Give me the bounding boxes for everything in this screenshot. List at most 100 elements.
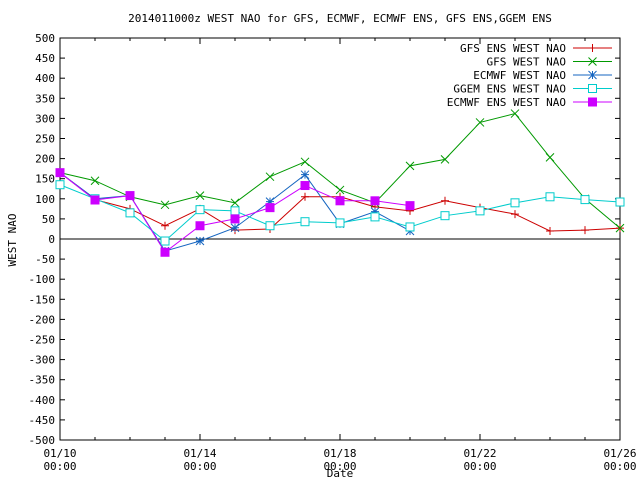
data-point bbox=[511, 210, 519, 219]
x-tick-label-date: 01/26 bbox=[603, 447, 636, 460]
y-tick-label: -450 bbox=[29, 414, 56, 427]
legend-item: GFS ENS WEST NAO bbox=[460, 42, 612, 55]
data-point bbox=[300, 157, 310, 167]
data-point bbox=[160, 236, 170, 246]
series-5 bbox=[55, 168, 415, 257]
data-point bbox=[475, 118, 485, 127]
y-tick-label: -400 bbox=[29, 394, 56, 407]
x-axis-ticks: 01/1000:0001/1400:0001/1800:0001/2200:00… bbox=[43, 38, 637, 473]
x-tick-label-time: 00:00 bbox=[603, 460, 636, 473]
legend-item: GGEM ENS WEST NAO bbox=[453, 83, 612, 96]
y-axis-label: WEST NAO bbox=[6, 214, 19, 267]
y-tick-label: 50 bbox=[42, 213, 55, 226]
data-point bbox=[230, 223, 240, 233]
y-tick-label: -200 bbox=[29, 313, 56, 326]
data-point bbox=[581, 226, 589, 235]
data-point bbox=[370, 196, 380, 206]
x-tick-label-date: 01/18 bbox=[323, 447, 356, 460]
data-point bbox=[90, 176, 100, 186]
data-point bbox=[370, 212, 380, 222]
data-point bbox=[230, 198, 240, 208]
legend-label: ECMWF ENS WEST NAO bbox=[447, 96, 566, 109]
chart-title: 2014011000z WEST NAO for GFS, ECMWF, ECM… bbox=[128, 12, 552, 25]
legend-item: ECMWF WEST NAO bbox=[473, 69, 612, 82]
data-point bbox=[230, 214, 240, 224]
legend-label: GGEM ENS WEST NAO bbox=[453, 83, 566, 96]
y-tick-label: 400 bbox=[35, 72, 55, 85]
data-point bbox=[580, 195, 590, 205]
y-tick-label: -300 bbox=[29, 354, 56, 367]
data-point bbox=[475, 206, 485, 216]
x-tick-label-time: 00:00 bbox=[183, 460, 216, 473]
data-point bbox=[90, 195, 100, 205]
x-axis-label: Date bbox=[327, 467, 354, 480]
y-tick-label: 0 bbox=[48, 233, 55, 246]
y-tick-label: 300 bbox=[35, 112, 55, 125]
legend-marker bbox=[588, 57, 597, 66]
data-point bbox=[335, 218, 345, 228]
legend-label: GFS WEST NAO bbox=[487, 56, 566, 69]
data-point bbox=[160, 200, 170, 210]
data-point bbox=[441, 196, 449, 205]
data-point bbox=[300, 170, 310, 180]
data-point bbox=[230, 206, 240, 216]
x-tick-label-time: 00:00 bbox=[463, 460, 496, 473]
x-tick-label-date: 01/22 bbox=[463, 447, 496, 460]
data-point bbox=[265, 172, 275, 182]
series-4 bbox=[55, 180, 625, 246]
data-point bbox=[405, 222, 415, 232]
y-tick-label: -50 bbox=[35, 253, 55, 266]
y-tick-label: 100 bbox=[35, 193, 55, 206]
data-point bbox=[440, 155, 450, 164]
y-tick-label: 450 bbox=[35, 52, 55, 65]
data-point bbox=[161, 221, 169, 230]
x-tick-label-time: 00:00 bbox=[323, 460, 356, 473]
data-point bbox=[195, 205, 205, 215]
data-point bbox=[405, 201, 415, 211]
data-point bbox=[300, 181, 310, 191]
data-point bbox=[545, 153, 555, 162]
data-point bbox=[55, 168, 65, 178]
y-tick-label: 500 bbox=[35, 32, 55, 45]
data-point bbox=[370, 207, 380, 217]
data-point bbox=[195, 191, 205, 200]
y-tick-label: -500 bbox=[29, 434, 56, 447]
data-point bbox=[615, 197, 625, 207]
data-point bbox=[195, 221, 205, 231]
y-tick-label: 150 bbox=[35, 173, 55, 186]
data-point bbox=[510, 109, 520, 118]
series-line bbox=[59, 113, 621, 229]
x-tick-label-date: 01/10 bbox=[43, 447, 76, 460]
data-point bbox=[300, 217, 310, 227]
data-point bbox=[125, 208, 135, 218]
y-tick-label: -350 bbox=[29, 374, 56, 387]
series-layer bbox=[55, 109, 625, 257]
data-point bbox=[405, 161, 415, 171]
legend-item: ECMWF ENS WEST NAO bbox=[447, 96, 612, 109]
data-point bbox=[301, 192, 309, 201]
y-tick-label: -250 bbox=[29, 334, 56, 347]
data-point bbox=[55, 180, 65, 190]
legend-marker bbox=[588, 97, 597, 107]
data-point bbox=[335, 196, 345, 206]
data-point bbox=[335, 185, 345, 195]
y-tick-label: 350 bbox=[35, 92, 55, 105]
data-point bbox=[195, 236, 205, 246]
data-point bbox=[125, 191, 135, 201]
data-point bbox=[160, 247, 170, 257]
data-point bbox=[265, 197, 275, 206]
y-tick-label: -100 bbox=[29, 273, 56, 286]
legend-marker bbox=[588, 84, 597, 93]
data-point bbox=[265, 221, 275, 231]
y-tick-label: -150 bbox=[29, 293, 56, 306]
data-point bbox=[265, 203, 275, 213]
data-point bbox=[615, 223, 625, 233]
data-point bbox=[545, 192, 555, 202]
data-point bbox=[546, 226, 554, 235]
data-point bbox=[440, 211, 450, 221]
legend-marker bbox=[588, 44, 597, 52]
y-tick-label: 200 bbox=[35, 153, 55, 166]
legend-label: ECMWF WEST NAO bbox=[473, 69, 566, 82]
